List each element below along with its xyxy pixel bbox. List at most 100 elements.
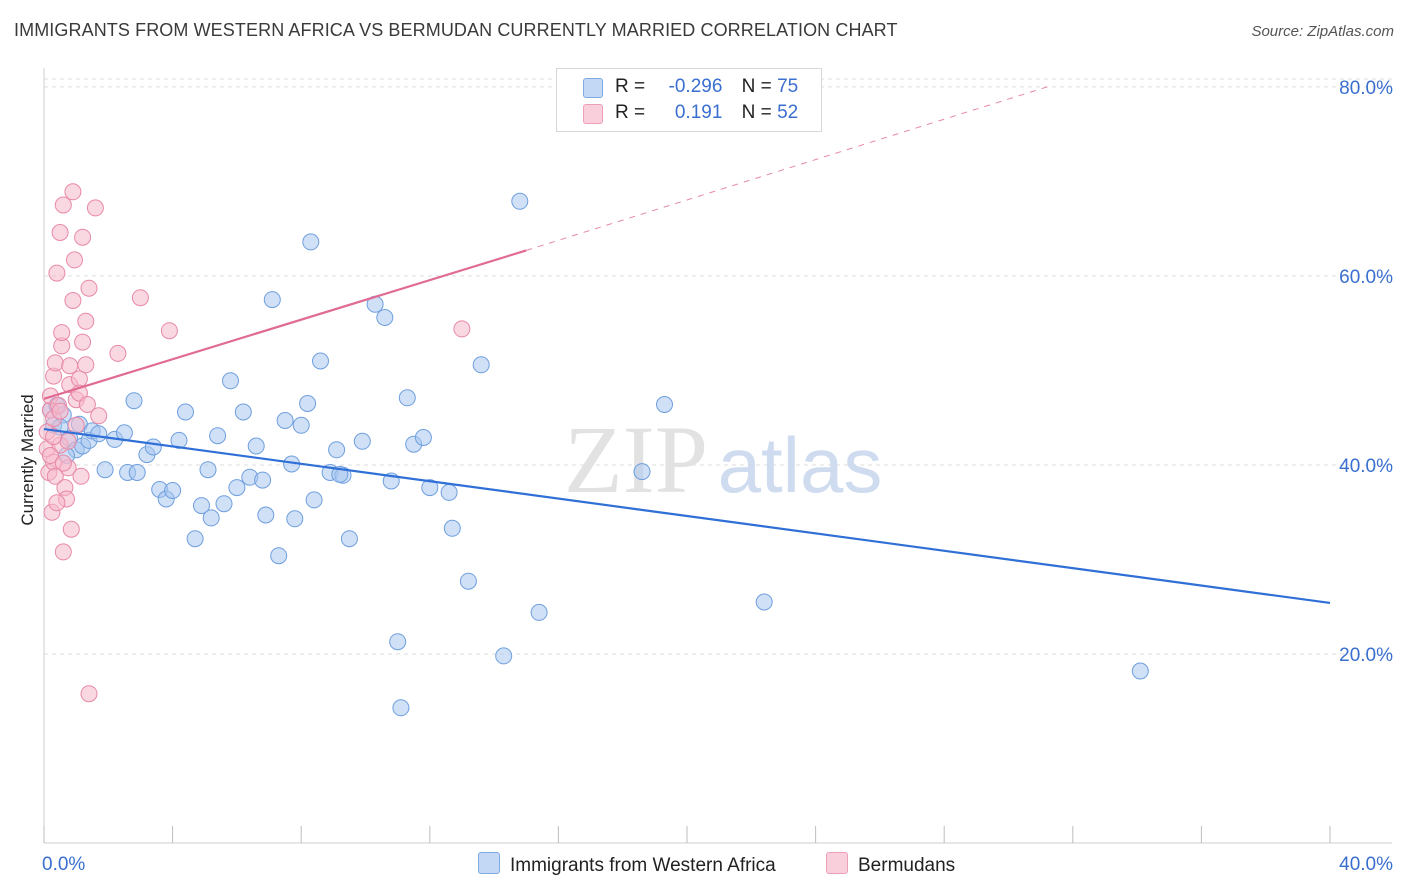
- point-bermudans: [48, 264, 66, 282]
- point-bermudans: [45, 428, 63, 446]
- point-bermudans: [80, 685, 98, 703]
- point-western-africa: [263, 291, 281, 309]
- point-western-africa: [440, 483, 458, 501]
- point-western-africa: [353, 432, 371, 450]
- n-value: 52: [777, 102, 799, 123]
- point-bermudans: [61, 357, 79, 375]
- point-western-africa: [90, 425, 108, 443]
- n-value: 75: [777, 76, 799, 97]
- point-western-africa: [286, 510, 304, 528]
- point-bermudans: [70, 370, 88, 388]
- point-bermudans: [67, 416, 85, 434]
- point-bermudans: [64, 292, 82, 309]
- point-western-africa: [389, 633, 407, 651]
- point-bermudans: [131, 289, 149, 307]
- point-western-africa: [755, 593, 773, 611]
- r-label: R =: [615, 102, 646, 123]
- point-western-africa: [340, 530, 358, 548]
- point-bermudans: [66, 251, 83, 269]
- point-bermudans: [51, 224, 69, 241]
- point-western-africa: [276, 412, 294, 429]
- gridlines: [44, 78, 1392, 655]
- point-western-africa: [199, 461, 217, 479]
- point-western-africa: [376, 309, 394, 326]
- point-western-africa: [125, 392, 143, 410]
- point-bermudans: [74, 228, 92, 246]
- point-bermudans: [86, 199, 104, 217]
- point-bermudans: [77, 312, 95, 330]
- point-bermudans: [51, 402, 69, 420]
- legend-item-bermudans: Bermudans: [826, 852, 955, 877]
- blue-swatch: [583, 78, 603, 98]
- point-bermudans: [90, 407, 108, 425]
- point-bermudans: [53, 324, 71, 342]
- point-bermudans: [453, 320, 471, 338]
- r-label: R =: [615, 76, 646, 97]
- tick-labels: 20.0% 40.0% 60.0% 80.0% 0.0% 40.0%: [42, 78, 1393, 875]
- point-western-africa: [209, 427, 227, 445]
- y-tick-label: 60.0%: [1339, 267, 1393, 288]
- point-western-africa: [186, 530, 204, 548]
- point-western-africa: [254, 471, 272, 489]
- point-western-africa: [1131, 662, 1149, 680]
- point-bermudans: [109, 344, 127, 362]
- point-western-africa: [656, 396, 673, 413]
- point-western-africa: [193, 497, 210, 515]
- source-label: Source: ZipAtlas.com: [1251, 23, 1394, 40]
- pink-swatch: [583, 104, 603, 124]
- point-bermudans: [41, 447, 59, 464]
- point-bermudans: [80, 279, 98, 297]
- r-value: 0.191: [674, 102, 723, 123]
- point-western-africa: [328, 441, 346, 459]
- legend-swatch-pink: [826, 852, 848, 874]
- point-western-africa: [222, 372, 239, 390]
- point-western-africa: [530, 603, 548, 621]
- point-bermudans: [46, 354, 64, 372]
- point-western-africa: [398, 389, 416, 407]
- legend-label: Bermudans: [858, 855, 956, 876]
- point-western-africa: [270, 547, 288, 565]
- chart-title: IMMIGRANTS FROM WESTERN AFRICA VS BERMUD…: [14, 20, 898, 40]
- n-label: N =: [741, 102, 772, 123]
- point-western-africa: [312, 352, 329, 370]
- legend-label: Immigrants from Western Africa: [510, 855, 776, 876]
- y-tick-label: 20.0%: [1339, 645, 1393, 666]
- y-tick-label: 40.0%: [1339, 456, 1393, 477]
- x-tick-label: 0.0%: [42, 854, 85, 875]
- point-western-africa: [234, 403, 252, 421]
- point-bermudans: [59, 432, 77, 450]
- point-bermudans: [48, 494, 66, 512]
- point-bermudans: [54, 543, 72, 561]
- trend-line-western-africa: [43, 427, 1331, 605]
- point-western-africa: [414, 429, 432, 446]
- point-bermudans: [74, 333, 92, 351]
- point-bermudans: [77, 356, 95, 374]
- trend-lines: [43, 86, 1331, 605]
- point-western-africa: [228, 479, 246, 497]
- n-label: N =: [741, 76, 772, 97]
- point-western-africa: [495, 647, 513, 665]
- point-western-africa: [633, 463, 651, 481]
- point-western-africa: [128, 464, 146, 481]
- data-points: [38, 183, 1149, 717]
- point-western-africa: [392, 699, 410, 717]
- y-tick-label: 80.0%: [1339, 78, 1393, 99]
- legend-swatch-blue: [478, 852, 500, 874]
- point-bermudans: [160, 322, 178, 340]
- point-western-africa: [421, 479, 439, 497]
- point-bermudans: [46, 467, 64, 485]
- point-bermudans: [72, 467, 90, 485]
- point-western-africa: [96, 461, 114, 479]
- watermark-zip: ZIP: [564, 406, 708, 513]
- legend-item-western-africa: Immigrants from Western Africa: [478, 852, 776, 877]
- point-western-africa: [215, 495, 233, 513]
- point-western-africa: [257, 506, 275, 524]
- point-western-africa: [202, 509, 220, 527]
- point-western-africa: [302, 233, 320, 251]
- point-western-africa: [247, 437, 265, 455]
- stats-legend: R = -0.296 N = 75 R = 0.191 N = 52: [556, 68, 822, 132]
- point-western-africa: [164, 482, 182, 499]
- trend-line-bermudans: [43, 249, 527, 400]
- point-bermudans: [78, 396, 96, 413]
